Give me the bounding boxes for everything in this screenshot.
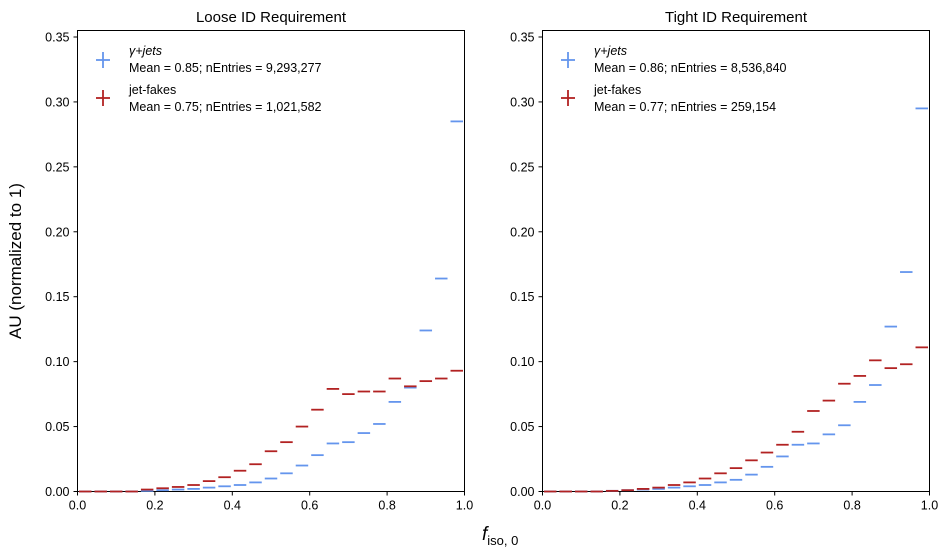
- y-tick-label: 0.20: [45, 225, 69, 239]
- y-tick-label: 0.30: [45, 95, 69, 109]
- legend-stats-gamma-jets: Mean = 0.85; nEntries = 9,293,277: [129, 61, 322, 75]
- panel-tight-id: Tight ID Requirement 0.00 0.05 0.10 0.15 0.2…: [510, 9, 938, 513]
- panel-title: Tight ID Requirement: [665, 9, 808, 26]
- x-tick-label: 0.2: [611, 499, 628, 513]
- y-tick-label: 0.25: [510, 160, 534, 174]
- x-tick-label: 0.2: [146, 499, 163, 513]
- x-tick-label: 1.0: [921, 499, 938, 513]
- x-tick-label: 0.6: [301, 499, 318, 513]
- legend-marker-gamma-jets: [96, 52, 110, 68]
- plot-area: [542, 30, 930, 492]
- x-tick-label: 0.8: [378, 499, 395, 513]
- legend: γ+jets Mean = 0.86; nEntries = 8,536,840…: [561, 44, 787, 114]
- legend-marker-jet-fakes: [561, 90, 575, 106]
- y-tick-label: 0.05: [45, 420, 69, 434]
- x-tick-label: 0.0: [69, 499, 86, 513]
- legend-stats-gamma-jets: Mean = 0.86; nEntries = 8,536,840: [594, 61, 787, 75]
- x-axis-label-subscript: iso, 0: [487, 533, 518, 548]
- x-tick-label: 0.8: [843, 499, 860, 513]
- y-tick-label: 0.10: [510, 355, 534, 369]
- x-axis-label: fiso, 0: [482, 524, 518, 548]
- y-axis-label: AU (normalized to 1): [6, 183, 25, 339]
- y-tick-label: 0.15: [45, 290, 69, 304]
- panel-loose-id: Loose ID Requirement 0.00 0.05 0.10 0.15 0.2…: [45, 9, 473, 513]
- x-tick-label: 0.4: [689, 499, 706, 513]
- legend: γ+jets Mean = 0.85; nEntries = 9,293,277…: [96, 44, 322, 114]
- plot-area: [77, 30, 465, 492]
- y-tick-label: 0.35: [45, 30, 69, 44]
- y-tick-label: 0.20: [510, 225, 534, 239]
- legend-stats-jet-fakes: Mean = 0.75; nEntries = 1,021,582: [129, 100, 322, 114]
- y-tick-label: 0.10: [45, 355, 69, 369]
- legend-label-gamma-jets: γ+jets: [129, 44, 162, 58]
- panel-title: Loose ID Requirement: [196, 9, 347, 26]
- legend-label-jet-fakes: jet-fakes: [128, 83, 176, 97]
- x-tick-label: 0.6: [766, 499, 783, 513]
- y-tick-label: 0.15: [510, 290, 534, 304]
- x-axis-label-main: f: [482, 524, 489, 545]
- legend-marker-jet-fakes: [96, 90, 110, 106]
- legend-stats-jet-fakes: Mean = 0.77; nEntries = 259,154: [594, 100, 776, 114]
- y-tick-label: 0.05: [510, 420, 534, 434]
- x-tick-label: 0.0: [534, 499, 551, 513]
- legend-label-gamma-jets: γ+jets: [594, 44, 627, 58]
- y-tick-label: 0.30: [510, 95, 534, 109]
- x-tick-label: 0.4: [224, 499, 241, 513]
- legend-marker-gamma-jets: [561, 52, 575, 68]
- x-tick-label: 1.0: [456, 499, 473, 513]
- y-tick-label: 0.25: [45, 160, 69, 174]
- y-tick-label: 0.00: [510, 485, 534, 499]
- y-tick-label: 0.35: [510, 30, 534, 44]
- y-tick-label: 0.00: [45, 485, 69, 499]
- legend-label-jet-fakes: jet-fakes: [593, 83, 641, 97]
